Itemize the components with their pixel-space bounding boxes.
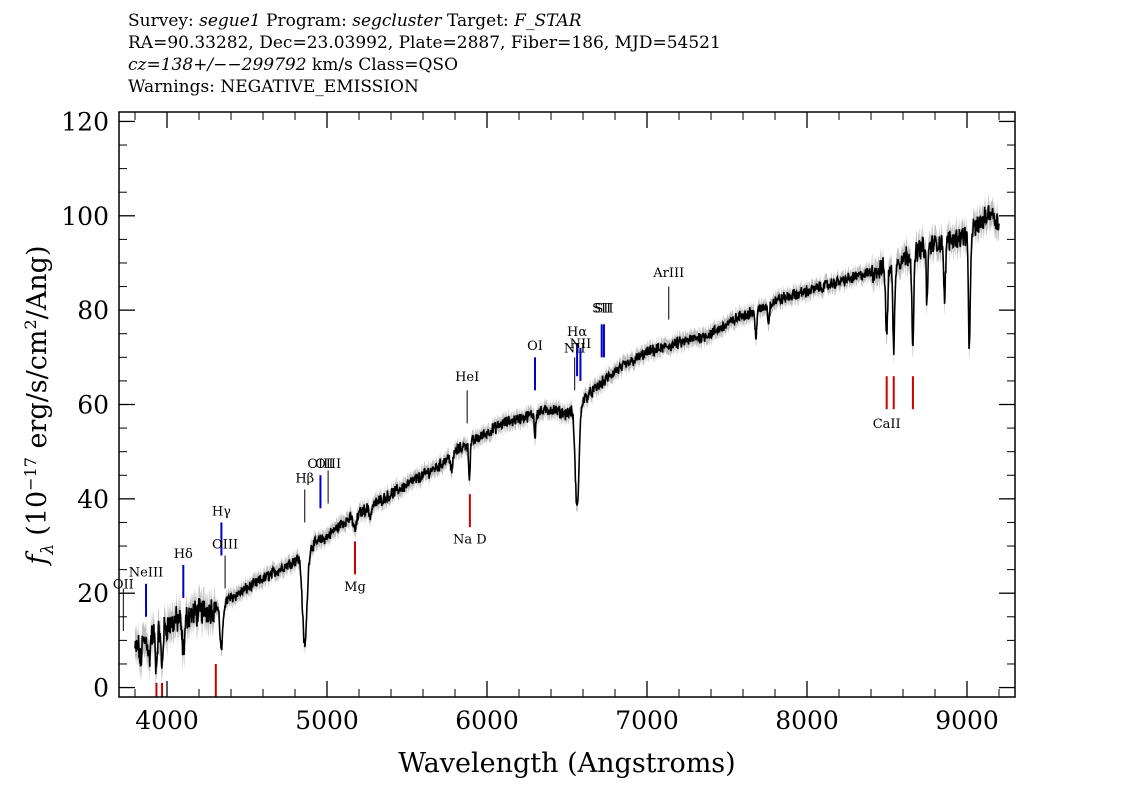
emission-line-label: Hα bbox=[567, 325, 587, 340]
emission-line-label: OIII bbox=[315, 457, 341, 472]
x-tick-label: 4000 bbox=[135, 706, 199, 735]
y-axis-unit-open: (10 bbox=[22, 491, 53, 536]
emission-line-label: SII bbox=[592, 302, 611, 317]
y-axis-title: fλ(10−17 erg/s/cm2/Ang) bbox=[21, 246, 58, 567]
class-text: km/s Class=QSO bbox=[306, 55, 459, 75]
header-line-coordinates: RA=90.33282, Dec=23.03992, Plate=2887, F… bbox=[128, 33, 721, 53]
header-line-survey: Survey: segue1 Program: segcluster Targe… bbox=[128, 10, 721, 32]
absorption-line-label: CaII bbox=[873, 417, 901, 432]
target-value: F_STAR bbox=[514, 11, 582, 31]
y-tick-label: 120 bbox=[61, 107, 109, 136]
survey-value: segue1 bbox=[199, 11, 261, 31]
emission-line-label: NeIII bbox=[129, 566, 163, 581]
redshift-value: cz=138+/−−299792 bbox=[128, 55, 307, 75]
emission-line-label: OIII bbox=[307, 457, 333, 472]
program-value: segcluster bbox=[352, 11, 442, 31]
emission-line-label: Hδ bbox=[174, 547, 193, 562]
y-axis-unit-square: 2 bbox=[21, 319, 40, 329]
y-tick-label: 100 bbox=[61, 202, 109, 231]
absorption-line-label: Mg bbox=[344, 580, 366, 595]
y-axis-ticks: 0 20 40 60 80 100 120 bbox=[61, 107, 1015, 703]
emission-line-label: HeI bbox=[455, 370, 479, 385]
emission-line-label: NII bbox=[564, 342, 586, 357]
x-tick-label: 9000 bbox=[935, 706, 999, 735]
y-axis-unit-middle: erg/s/cm bbox=[22, 330, 53, 458]
emission-line-label: OIII bbox=[212, 537, 238, 552]
x-axis-title: Wavelength (Angstroms) bbox=[398, 748, 735, 779]
emission-line-label: OI bbox=[527, 339, 543, 354]
y-tick-label: 80 bbox=[77, 296, 109, 325]
y-axis-subscript: λ bbox=[38, 544, 58, 556]
emission-line-label: Hγ bbox=[212, 504, 231, 519]
program-label: Program: bbox=[266, 11, 347, 31]
y-tick-label: 0 bbox=[93, 674, 109, 703]
flux-spectrum-line bbox=[134, 205, 1000, 675]
y-tick-label: 60 bbox=[77, 391, 109, 420]
target-label: Target: bbox=[446, 11, 509, 31]
y-axis-unit-exponent: −17 bbox=[21, 457, 40, 491]
survey-label: Survey: bbox=[128, 11, 194, 31]
spectrum-header: Survey: segue1 Program: segcluster Targe… bbox=[128, 10, 721, 98]
emission-line-label: SII bbox=[594, 302, 613, 317]
x-tick-label: 5000 bbox=[295, 706, 359, 735]
header-line-redshift: cz=138+/−−299792 km/s Class=QSO bbox=[128, 54, 721, 76]
plot-frame bbox=[118, 111, 1016, 698]
absorption-line-label: Na D bbox=[453, 533, 487, 548]
x-axis-ticks: 4000 5000 6000 7000 8000 9000 bbox=[134, 112, 1000, 735]
x-tick-label: 6000 bbox=[455, 706, 519, 735]
spectral-line-markers bbox=[122, 286, 914, 697]
flux-error-band bbox=[135, 193, 999, 690]
header-line-warnings: Warnings: NEGATIVE_EMISSION bbox=[128, 77, 419, 97]
y-axis-unit-close: /Ang) bbox=[22, 246, 53, 320]
x-tick-label: 7000 bbox=[615, 706, 679, 735]
emission-line-label: Hβ bbox=[295, 471, 314, 486]
emission-line-label: OII bbox=[113, 577, 134, 592]
emission-line-label: NII bbox=[570, 337, 592, 352]
y-tick-label: 40 bbox=[77, 485, 109, 514]
x-tick-label: 8000 bbox=[775, 706, 839, 735]
y-tick-label: 20 bbox=[77, 579, 109, 608]
emission-line-label: ArIII bbox=[652, 266, 684, 281]
